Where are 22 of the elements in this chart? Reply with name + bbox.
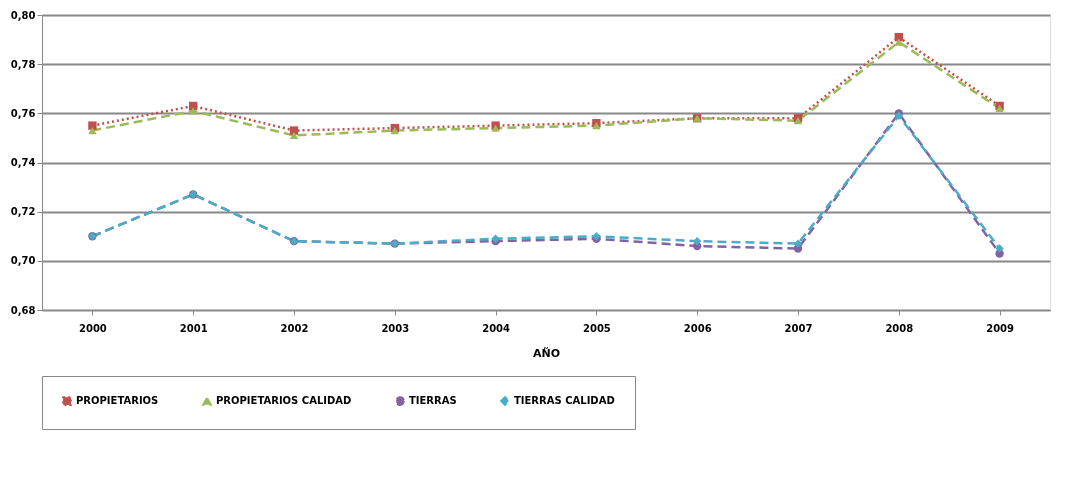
x-tick-label: 2004 xyxy=(482,322,511,334)
x-tick-label: 2005 xyxy=(582,322,611,334)
y-tick-label: 0,70 xyxy=(10,255,36,267)
x-axis-title: AÑO xyxy=(532,346,561,360)
legend-label: PROPIETARIOS CALIDAD xyxy=(216,395,352,407)
y-tick-label: 0,78 xyxy=(10,58,36,70)
x-tick-label: 2008 xyxy=(885,322,914,334)
x-tick-label: 2007 xyxy=(784,322,813,334)
legend-label: PROPIETARIOS xyxy=(76,395,159,407)
x-tick-label: 2009 xyxy=(986,322,1015,334)
legend-label: TIERRAS CALIDAD xyxy=(514,395,615,407)
x-tick-label: 2003 xyxy=(381,322,410,334)
x-tick-label: 2000 xyxy=(78,322,107,334)
y-tick-label: 0,72 xyxy=(10,206,36,218)
y-tick-label: 0,68 xyxy=(10,304,36,316)
x-tick-label: 2002 xyxy=(280,322,309,334)
legend-label: TIERRAS xyxy=(409,395,457,407)
y-tick-label: 0,74 xyxy=(10,157,36,168)
x-tick-label: 2001 xyxy=(179,322,208,334)
y-tick-label: 0,80 xyxy=(10,9,36,21)
x-tick-label: 2006 xyxy=(683,322,712,334)
y-tick-label: 0,76 xyxy=(10,107,36,119)
